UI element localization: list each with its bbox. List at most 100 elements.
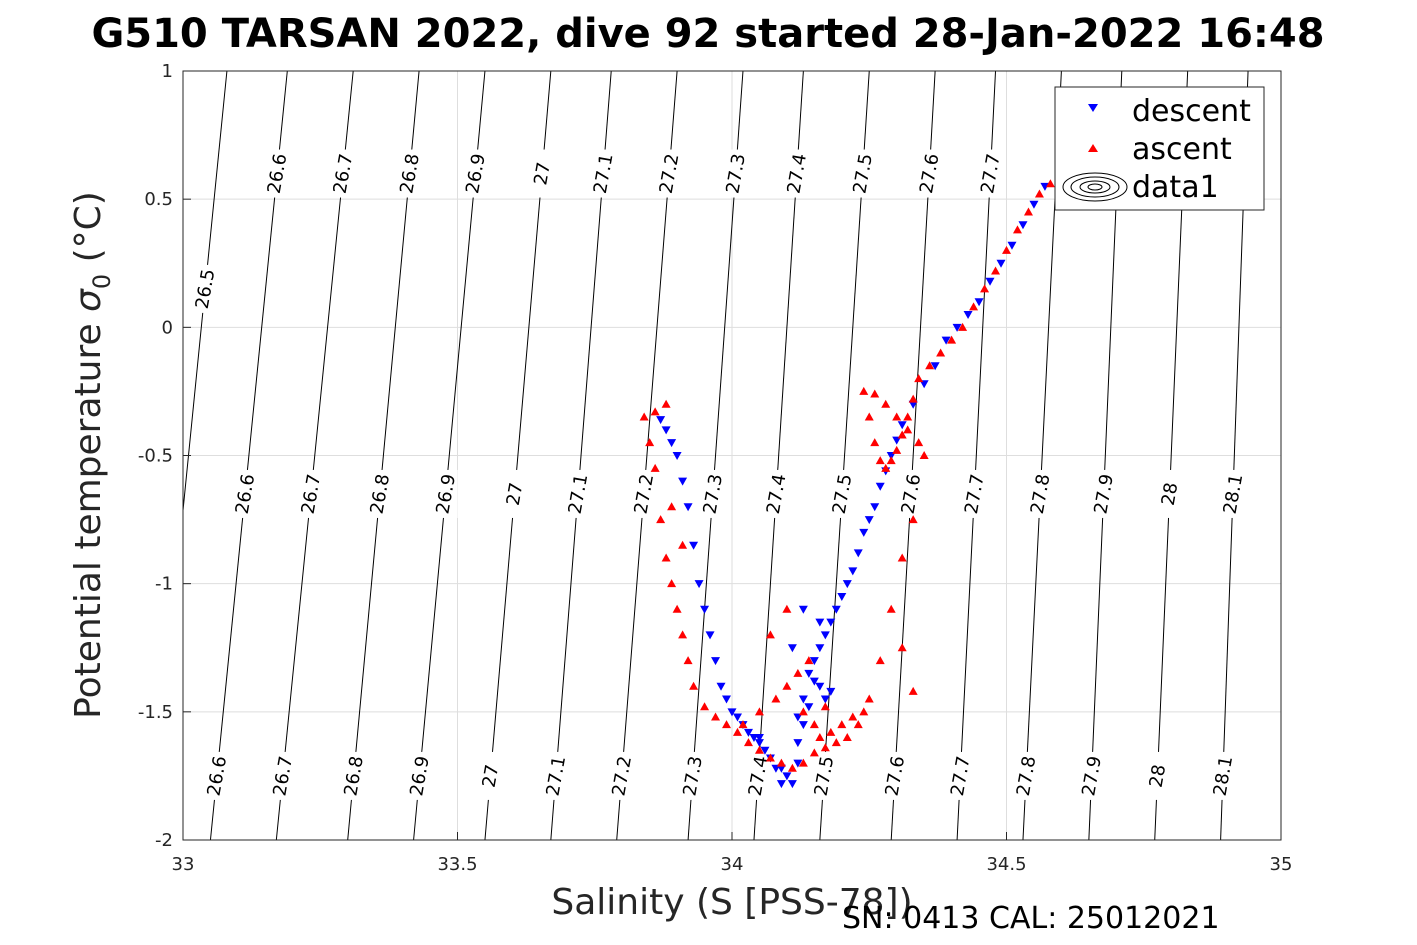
- descent-point: [700, 605, 710, 614]
- ascent-point: [754, 745, 764, 754]
- ascent-point: [842, 732, 852, 741]
- descent-point: [716, 682, 726, 691]
- contour-label-bg: [407, 751, 432, 800]
- descent-point: [919, 380, 929, 389]
- descent-point: [886, 452, 896, 460]
- density-contour-line: [819, 70, 870, 841]
- ascent-point: [826, 727, 836, 736]
- descent-point: [798, 605, 808, 614]
- contour-label-bg: [341, 751, 366, 800]
- contour-label-bg: [948, 751, 973, 800]
- descent-point: [941, 336, 951, 345]
- ascent-point: [875, 656, 885, 665]
- ascent-point: [782, 604, 792, 613]
- descent-point: [875, 482, 885, 491]
- ascent-point: [732, 727, 742, 736]
- y-tick-label: -0.5: [138, 446, 173, 467]
- contour-label-bg: [566, 469, 591, 518]
- descent-point: [1007, 241, 1017, 250]
- ascent-point: [914, 374, 924, 383]
- contour-label-bg: [898, 469, 923, 518]
- descent-point: [853, 549, 863, 558]
- legend-ascent-marker: [1088, 144, 1098, 152]
- ascent-point: [650, 407, 660, 416]
- contour-label-bg: [1220, 469, 1245, 518]
- descent-point: [804, 669, 814, 678]
- contour-label: 27: [479, 763, 504, 789]
- contour-label-bg: [764, 469, 789, 518]
- descent-point: [754, 733, 764, 742]
- x-tick-label: 34.5: [986, 854, 1026, 875]
- descent-point: [826, 618, 836, 627]
- contour-label-bg: [811, 751, 836, 800]
- ascent-point: [903, 425, 913, 434]
- descent-point: [793, 739, 803, 748]
- ascent-point: [765, 630, 775, 639]
- descent-point: [1029, 200, 1039, 209]
- contour-label-bg: [543, 751, 568, 800]
- y-axis-label: Potential temperature σ0 (°C): [68, 191, 116, 719]
- descent-point: [776, 780, 786, 789]
- ascent-point: [667, 502, 677, 511]
- contour-label-bg: [917, 149, 942, 198]
- descent-point: [798, 695, 808, 704]
- ascent-point: [678, 540, 688, 549]
- chart-title: G510 TARSAN 2022, dive 92 started 28-Jan…: [91, 11, 1324, 57]
- legend-descent-marker: [1088, 104, 1098, 112]
- contour-label-bg: [978, 149, 1003, 198]
- ascent-point: [798, 758, 808, 767]
- contour-label: 27: [503, 481, 528, 507]
- ascent-point: [969, 302, 979, 311]
- contour-label-bg: [1157, 469, 1182, 518]
- y-tick-label: -1: [155, 574, 173, 595]
- y-tick-label: 1: [162, 61, 173, 82]
- descent-point: [732, 713, 742, 722]
- ascent-point: [711, 712, 721, 721]
- contour-label-bg: [962, 469, 987, 518]
- descent-point: [815, 618, 825, 627]
- contour-label-bg: [1210, 751, 1235, 800]
- ascent-point: [991, 266, 1001, 275]
- ascent-point: [1045, 179, 1055, 188]
- contour-label-bg: [657, 149, 682, 198]
- descent-point: [793, 713, 803, 722]
- ascent-point: [908, 394, 918, 403]
- density-contour-line: [484, 70, 552, 841]
- contour-label-bg: [193, 264, 218, 313]
- ascent-point: [809, 720, 819, 729]
- ascent-point: [897, 643, 907, 652]
- contour-label-bg: [433, 469, 458, 518]
- ascent-point: [886, 604, 896, 613]
- ascent-point: [700, 702, 710, 711]
- contour-label-bg: [882, 751, 907, 800]
- contour-label-bg: [330, 149, 355, 198]
- ascent-point: [881, 463, 891, 472]
- ascent-point: [815, 732, 825, 741]
- ascent-point: [754, 707, 764, 716]
- ascent-point: [897, 430, 907, 439]
- ascent-point: [919, 451, 929, 459]
- ascent-point: [776, 758, 786, 767]
- descent-point: [678, 477, 688, 486]
- y-tick-label: 0.5: [144, 189, 173, 210]
- ascent-point: [793, 668, 803, 677]
- descent-point: [1040, 182, 1050, 191]
- contour-label-bg: [367, 469, 392, 518]
- ascent-point: [897, 553, 907, 562]
- descent-point: [908, 400, 918, 409]
- ascent-point: [881, 399, 891, 408]
- ascent-point: [831, 738, 841, 747]
- descent-point: [672, 452, 682, 460]
- footer-serial-calibration: SN: 0413 CAL: 25012021: [842, 901, 1220, 936]
- contour-label-bg: [591, 149, 616, 198]
- legend: descent ascent data1: [1054, 86, 1265, 211]
- ascent-point: [661, 399, 671, 408]
- descent-point: [870, 503, 880, 512]
- ascent-point: [689, 681, 699, 690]
- ascent-point: [1012, 225, 1022, 234]
- descent-point: [804, 703, 814, 712]
- descent-point: [809, 677, 819, 686]
- descent-point: [837, 592, 847, 601]
- descent-point: [892, 436, 902, 445]
- contour-label-bg: [397, 149, 422, 198]
